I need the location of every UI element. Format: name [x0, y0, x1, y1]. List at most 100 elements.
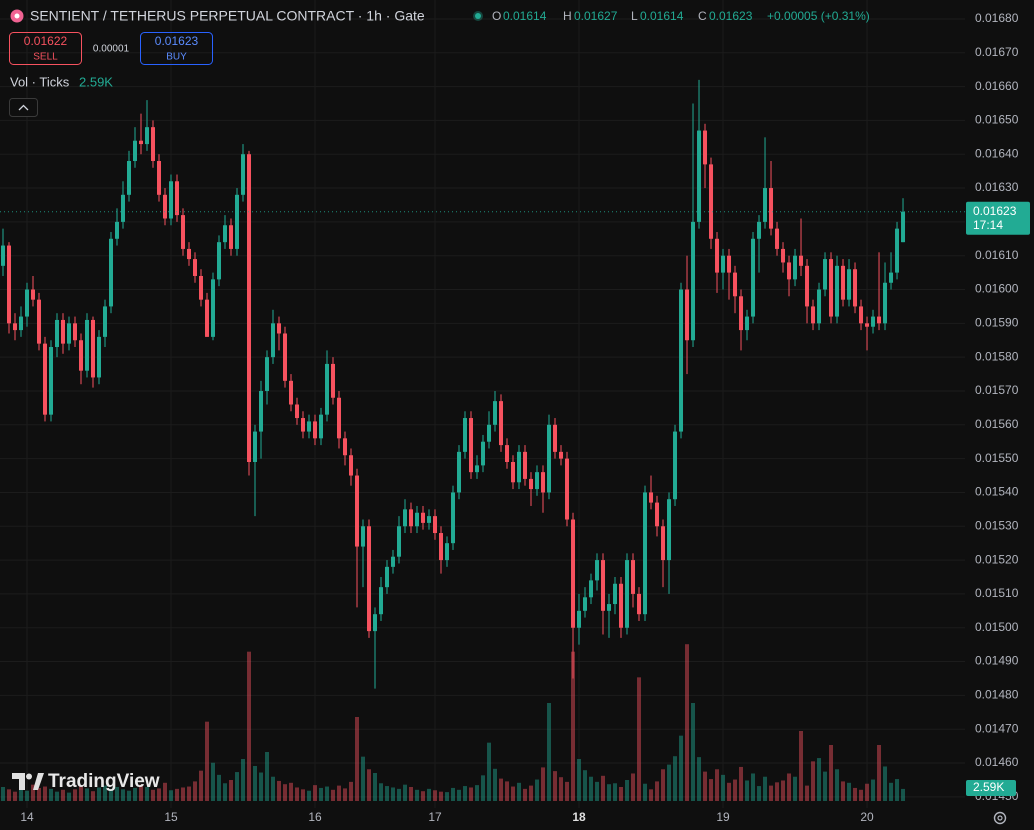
- volume-bar: [211, 762, 216, 801]
- volume-bar: [799, 731, 804, 801]
- sell-label[interactable]: SELL: [33, 52, 58, 63]
- candle-body: [637, 593, 642, 615]
- volume-bar: [373, 773, 378, 801]
- candle-body: [127, 160, 132, 195]
- volume-bar: [721, 774, 726, 801]
- status-dot: [475, 13, 481, 19]
- candle-body: [691, 221, 696, 341]
- y-tick-label: 0.01470: [975, 721, 1019, 735]
- volume-bar: [787, 773, 792, 801]
- logo-shape: [33, 773, 44, 790]
- volume-bar: [523, 788, 528, 801]
- volume-bar: [109, 788, 114, 801]
- candle-body: [139, 140, 144, 145]
- sell-price[interactable]: 0.01622: [24, 34, 68, 48]
- volume-bar: [55, 791, 60, 801]
- sell-button[interactable]: [9, 32, 82, 65]
- candle-body: [163, 194, 168, 219]
- candle-body: [715, 238, 720, 273]
- candle-body: [259, 390, 264, 432]
- volume-bar: [169, 790, 174, 801]
- volume-bar: [43, 786, 48, 801]
- volume-bar: [775, 782, 780, 801]
- volume-bar: [895, 779, 900, 801]
- volume-bar: [613, 783, 618, 801]
- volume-bar: [127, 790, 132, 801]
- volume-bar: [163, 782, 168, 801]
- candle-body: [97, 336, 102, 378]
- candle-body: [667, 499, 672, 561]
- candle-body: [169, 181, 174, 219]
- volume-bar: [307, 790, 312, 801]
- y-tick-label: 0.01610: [975, 248, 1019, 262]
- settings-button[interactable]: [993, 811, 1007, 825]
- candle-body: [823, 259, 828, 290]
- candle-body: [781, 248, 786, 263]
- y-tick-label: 0.01650: [975, 113, 1019, 127]
- buy-button[interactable]: [140, 32, 213, 65]
- last-price-label: 0.01623: [973, 204, 1017, 218]
- candle-body: [643, 492, 648, 615]
- candle-body: [619, 583, 624, 628]
- candle-body: [67, 323, 72, 344]
- candle-body: [25, 289, 30, 317]
- candle-body: [739, 296, 744, 331]
- brand-name: TradingView: [48, 771, 160, 792]
- candle-body: [895, 228, 900, 273]
- chart-title[interactable]: SENTIENT / TETHERUS PERPETUAL CONTRACT ·…: [30, 8, 425, 24]
- candle-body: [847, 269, 852, 300]
- volume-bar: [517, 782, 522, 801]
- volume-bar: [427, 788, 432, 801]
- volume-bar: [853, 787, 858, 801]
- volume-bar: [697, 757, 702, 801]
- collapse-button[interactable]: [9, 98, 38, 117]
- volume-bar: [97, 787, 102, 801]
- volume-bar: [469, 787, 474, 801]
- candle-body: [829, 259, 834, 317]
- candle-body: [457, 451, 462, 493]
- candle-body: [817, 289, 822, 324]
- buy-price[interactable]: 0.01623: [155, 34, 199, 48]
- x-tick-label: 20: [860, 810, 874, 824]
- y-tick-label: 0.01540: [975, 485, 1019, 499]
- volume-bar: [367, 769, 372, 801]
- candle-body: [901, 211, 906, 243]
- candle-body: [397, 526, 402, 557]
- volume-bar: [451, 787, 456, 801]
- high-value: 0.01627: [574, 9, 618, 23]
- candle-body: [325, 363, 330, 415]
- volume-bar: [475, 785, 480, 801]
- y-tick-label: 0.01670: [975, 45, 1019, 59]
- candle-body: [211, 279, 216, 337]
- volume-bar: [511, 786, 516, 801]
- candle-body: [13, 323, 18, 331]
- candle-body: [175, 181, 180, 216]
- candle-body: [193, 259, 198, 276]
- candle-body: [145, 127, 150, 145]
- volume-bar: [151, 789, 156, 801]
- y-tick-label: 0.01500: [975, 620, 1019, 634]
- candle-body: [631, 560, 636, 594]
- logo-dot: [26, 773, 32, 780]
- buy-label[interactable]: BUY: [166, 52, 187, 63]
- indicator-name[interactable]: Vol · Ticks: [10, 74, 70, 89]
- candle-body: [109, 238, 114, 307]
- volume-pane: [1, 644, 906, 801]
- open-label: O: [492, 9, 501, 23]
- candle-body: [157, 160, 162, 195]
- candle-body: [121, 194, 126, 222]
- x-tick-label: 17: [428, 810, 442, 824]
- candle-body: [571, 519, 576, 628]
- volume-tag-label: 2.59K: [973, 780, 1004, 794]
- volume-bar: [565, 781, 570, 801]
- candle-body: [787, 262, 792, 280]
- volume-bar: [691, 703, 696, 801]
- indicator-value: 2.59K: [79, 74, 113, 89]
- volume-bar: [91, 791, 96, 801]
- volume-bar: [325, 786, 330, 801]
- y-tick-label: 0.01520: [975, 552, 1019, 566]
- candle-body: [799, 255, 804, 266]
- volume-bar: [73, 789, 78, 801]
